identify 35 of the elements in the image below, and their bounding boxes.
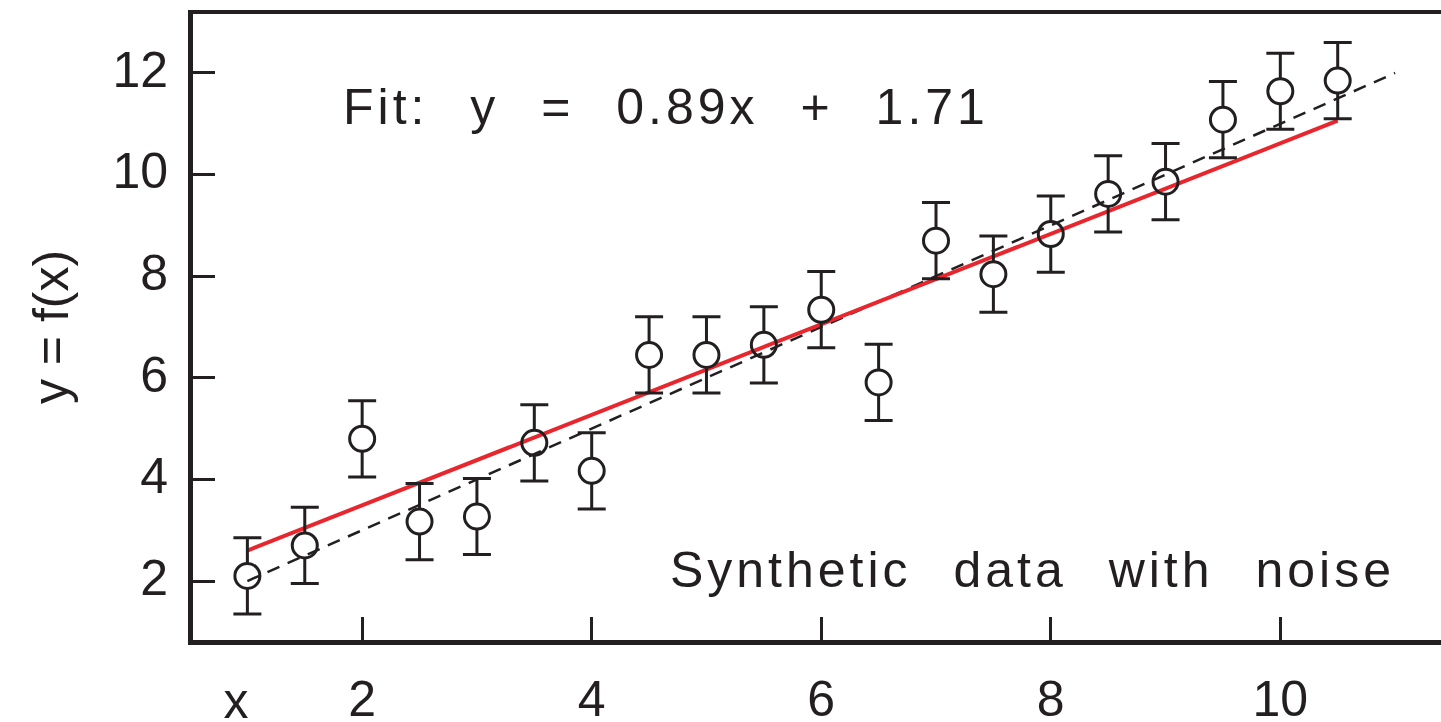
point bbox=[462, 502, 491, 531]
point bbox=[348, 424, 377, 453]
point bbox=[1323, 66, 1352, 95]
y-tick-label: 10 bbox=[112, 143, 168, 200]
y-tick-label: 4 bbox=[140, 448, 168, 505]
annotation: Synthetic data with noise bbox=[669, 542, 1395, 598]
x-tick-label: 2 bbox=[348, 670, 377, 722]
point bbox=[807, 295, 836, 324]
y-tick-label: 12 bbox=[112, 41, 168, 98]
point bbox=[922, 226, 951, 255]
y-axis-title: y = f(x) bbox=[22, 249, 79, 405]
point bbox=[635, 340, 664, 369]
annotation: Fit: y = 0.89x + 1.71 bbox=[343, 79, 989, 135]
y-tick-label: 8 bbox=[140, 244, 168, 301]
point bbox=[1036, 220, 1065, 249]
point bbox=[1151, 167, 1180, 196]
point bbox=[1094, 179, 1123, 208]
point bbox=[1266, 77, 1295, 106]
point bbox=[577, 456, 606, 485]
point bbox=[520, 428, 549, 457]
point bbox=[979, 260, 1008, 289]
x-axis-title: x bbox=[223, 673, 253, 722]
y-tick-label: 2 bbox=[140, 549, 168, 606]
y-tick-label: 6 bbox=[140, 346, 168, 403]
x-tick-label: 8 bbox=[1036, 670, 1065, 722]
point bbox=[864, 368, 893, 397]
x-tick-label: 4 bbox=[577, 670, 606, 722]
x-tick-label: 6 bbox=[807, 670, 836, 722]
point bbox=[1208, 105, 1237, 134]
point bbox=[749, 330, 778, 359]
point bbox=[290, 531, 319, 560]
point bbox=[233, 561, 262, 590]
x-tick-label: 10 bbox=[1252, 670, 1309, 722]
point bbox=[405, 507, 434, 536]
point bbox=[692, 340, 721, 369]
